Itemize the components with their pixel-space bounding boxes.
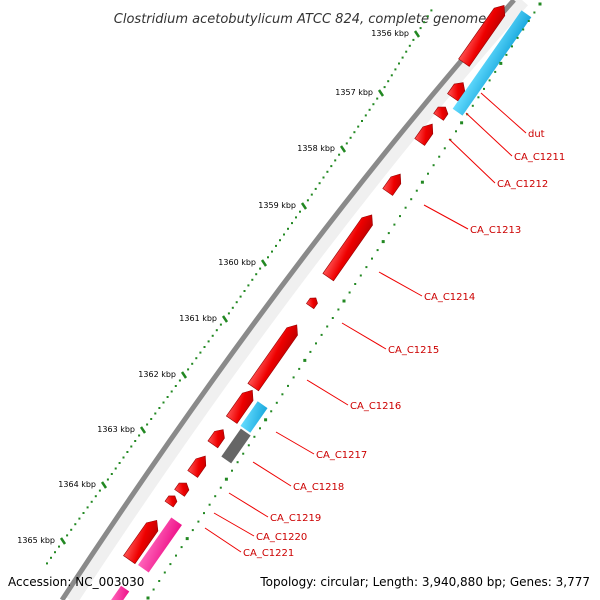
kbp-tick-mark	[139, 426, 147, 434]
gene-leader-line	[341, 322, 387, 350]
kbp-tick-label: 1361 kbp	[179, 314, 217, 323]
gene-leader-line	[448, 138, 496, 184]
gene-arrow-forward[interactable]	[382, 171, 405, 196]
gene-leader-line	[213, 512, 255, 537]
inner-tick-ring	[146, 2, 542, 600]
gene-label[interactable]: CA_C1215	[388, 345, 439, 356]
kbp-tick-mark	[59, 537, 67, 545]
kbp-tick-label: 1363 kbp	[97, 425, 135, 434]
map-title: Clostridium acetobutylicum ATCC 824, com…	[114, 12, 486, 27]
tick-ring: 1356 kbp 1357 kbp 1358 kbp 1359 kbp 1360 kbp…	[17, 9, 433, 565]
kbp-tick-label: 1365 kbp	[17, 536, 55, 545]
kbp-tick-label: 1356 kbp	[371, 29, 409, 38]
kbp-tick-label: 1360 kbp	[218, 258, 256, 267]
gene-arrow-forward[interactable]	[174, 480, 192, 497]
cds-block[interactable]	[452, 10, 532, 116]
gene-label[interactable]: CA_C1221	[243, 548, 294, 559]
gene-arrow-forward[interactable]	[164, 493, 179, 508]
gene-arrow-forward[interactable]	[322, 211, 377, 282]
gene-label[interactable]: CA_C1214	[424, 292, 475, 303]
gene-arrow-forward[interactable]	[433, 104, 451, 121]
kbp-tick-mark	[300, 202, 308, 210]
gene-arrow-forward[interactable]	[306, 295, 319, 310]
gene-label[interactable]: CA_C1213	[470, 225, 521, 236]
gene-label[interactable]: CA_C1217	[316, 450, 367, 461]
gene-leader-line	[275, 431, 315, 455]
gene-leader-line	[465, 112, 513, 157]
rna-block[interactable]	[138, 517, 182, 573]
gene-leader-line	[252, 461, 292, 487]
kbp-tick-mark	[260, 259, 268, 267]
backbone-ring	[59, 0, 528, 600]
kbp-tick-mark	[339, 145, 347, 153]
gene-leader-line	[378, 271, 423, 297]
gene-label[interactable]: CA_C1219	[270, 513, 321, 524]
gene-leader-line	[228, 492, 269, 518]
kbp-tick-label: 1357 kbp	[335, 88, 373, 97]
gene-arrow-forward[interactable]	[207, 426, 228, 449]
gene-arrow-forward[interactable]	[447, 79, 469, 102]
backbone-line	[59, 0, 516, 600]
kbp-tick-mark	[100, 481, 108, 489]
kbp-tick-mark	[221, 315, 229, 323]
kbp-tick-mark	[180, 371, 188, 379]
gene-label[interactable]: CA_C1218	[293, 482, 344, 493]
gene-leader-line	[480, 92, 527, 134]
kbp-tick-label: 1364 kbp	[58, 480, 96, 489]
gene-arrow-forward[interactable]	[187, 453, 210, 478]
kbp-tick-mark	[377, 89, 385, 97]
gene-label[interactable]: CA_C1216	[350, 401, 401, 412]
gene-leader-line	[204, 527, 242, 553]
kbp-tick-label: 1362 kbp	[138, 370, 176, 379]
gene-arrow-forward[interactable]	[458, 2, 510, 67]
kbp-tick-label: 1359 kbp	[258, 201, 296, 210]
cds-block[interactable]	[240, 401, 268, 433]
gene-arrow-forward[interactable]	[414, 121, 437, 146]
summary-label: Topology: circular; Length: 3,940,880 bp…	[259, 575, 590, 589]
gene-labels: dut CA_C1211 CA_C1212 CA_C1213 CA_C1214 CA_C1…	[204, 92, 565, 559]
gene-arrow-forward[interactable]	[225, 387, 257, 424]
rna-block[interactable]	[110, 585, 130, 600]
gene-label[interactable]: CA_C1211	[514, 152, 565, 163]
gene-leader-line	[306, 379, 349, 406]
backbone-outer-white	[63, 0, 528, 600]
gene-label[interactable]: CA_C1220	[256, 532, 307, 543]
gene-label[interactable]: CA_C1212	[497, 179, 548, 190]
kbp-tick-label: 1358 kbp	[297, 144, 335, 153]
kbp-tick-mark	[413, 30, 421, 38]
pseudogene-block[interactable]	[221, 428, 251, 464]
gene-leader-line	[423, 204, 469, 230]
gene-arrow-forward[interactable]	[247, 321, 302, 392]
accession-label: Accession: NC_003030	[8, 575, 144, 589]
gene-arrow-forward[interactable]	[123, 516, 163, 565]
feature-track	[110, 2, 532, 600]
gene-label[interactable]: dut	[528, 129, 545, 140]
